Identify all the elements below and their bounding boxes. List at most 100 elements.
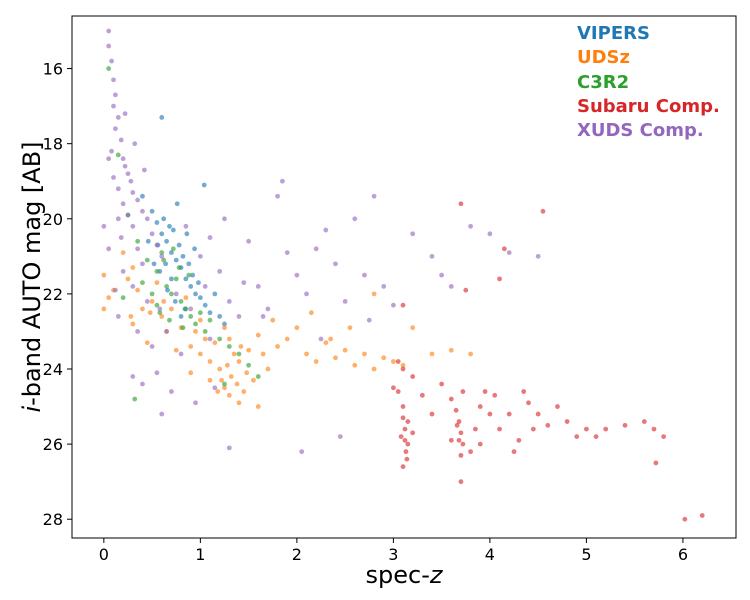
data-point xyxy=(178,351,184,357)
data-point xyxy=(217,268,223,274)
data-point xyxy=(113,287,118,293)
data-point xyxy=(448,347,454,353)
data-point xyxy=(111,175,116,180)
data-point xyxy=(101,272,107,278)
data-point xyxy=(238,344,244,349)
x-tick-label: 6 xyxy=(678,545,688,564)
data-point xyxy=(144,216,150,222)
data-point xyxy=(603,426,609,432)
data-point xyxy=(140,261,145,267)
data-point xyxy=(118,137,124,143)
data-point xyxy=(197,295,203,301)
legend-entry-vipers: VIPERS xyxy=(577,23,650,44)
data-point xyxy=(530,426,536,432)
data-point xyxy=(584,426,589,432)
y-tick-label: 26 xyxy=(43,435,63,454)
data-point xyxy=(231,351,237,357)
data-point xyxy=(178,299,184,304)
data-point xyxy=(174,201,180,207)
data-point xyxy=(130,190,136,195)
data-point xyxy=(246,347,252,353)
data-point xyxy=(161,257,167,263)
data-point xyxy=(622,422,628,428)
data-point xyxy=(400,366,406,372)
data-point xyxy=(212,385,218,391)
data-point xyxy=(144,299,150,304)
data-point xyxy=(251,377,256,383)
data-point xyxy=(241,389,247,394)
data-point xyxy=(497,426,502,432)
data-point xyxy=(222,381,227,387)
data-point xyxy=(154,242,160,248)
data-point xyxy=(255,283,261,289)
data-point xyxy=(188,306,194,312)
y-axis: 16 18 20 22 24 26 28 xyxy=(43,60,72,529)
data-point xyxy=(207,317,213,323)
data-point xyxy=(390,385,396,391)
data-point xyxy=(279,178,285,184)
data-point xyxy=(207,359,213,364)
data-point xyxy=(115,216,121,222)
data-point xyxy=(477,441,483,447)
data-point xyxy=(333,355,338,361)
data-point xyxy=(120,250,126,255)
data-point xyxy=(154,370,160,376)
data-point xyxy=(395,359,401,364)
data-point xyxy=(404,456,410,462)
data-point xyxy=(128,178,134,184)
data-point xyxy=(109,148,114,154)
data-point xyxy=(192,246,197,252)
legend: VIPERS UDSz C3R2 Subaru Comp. XUDS Comp. xyxy=(577,23,720,141)
data-point xyxy=(255,332,261,338)
data-point xyxy=(482,389,488,394)
data-point xyxy=(178,314,184,319)
data-point xyxy=(362,351,367,357)
data-point xyxy=(193,400,198,406)
data-point xyxy=(222,321,227,327)
data-point xyxy=(167,317,172,323)
data-point xyxy=(180,253,186,259)
data-point xyxy=(135,329,141,334)
data-point xyxy=(468,351,473,357)
data-point xyxy=(226,299,232,304)
data-point xyxy=(492,392,498,398)
series-udsz xyxy=(101,250,473,409)
data-point xyxy=(337,434,343,440)
data-point xyxy=(207,310,213,316)
data-point xyxy=(106,246,112,252)
data-point xyxy=(125,276,131,282)
data-point xyxy=(183,223,189,229)
data-point xyxy=(410,374,416,379)
data-point xyxy=(193,291,198,297)
data-point xyxy=(540,208,546,214)
data-point xyxy=(141,167,147,173)
data-point xyxy=(173,257,179,263)
data-point xyxy=(400,464,406,470)
data-point xyxy=(468,223,473,229)
data-point xyxy=(226,336,232,342)
data-point xyxy=(265,306,271,312)
data-point xyxy=(169,291,174,297)
data-point xyxy=(535,411,541,417)
data-point xyxy=(157,310,163,316)
data-point xyxy=(323,340,329,346)
data-point xyxy=(111,103,116,109)
data-point xyxy=(106,28,112,34)
data-point xyxy=(641,419,647,424)
data-point xyxy=(183,295,189,301)
data-point xyxy=(135,238,141,244)
data-point xyxy=(130,283,136,289)
data-point xyxy=(352,362,358,368)
data-point xyxy=(390,302,396,308)
data-point xyxy=(163,261,169,267)
data-point xyxy=(574,434,580,440)
y-tick-label: 28 xyxy=(43,510,63,529)
data-point xyxy=(172,299,178,304)
data-point xyxy=(236,314,242,319)
legend-entry-c3r2: C3R2 xyxy=(577,72,629,93)
data-point xyxy=(460,389,466,394)
data-point xyxy=(403,449,409,455)
data-point xyxy=(304,351,309,357)
data-point xyxy=(157,306,163,312)
data-point xyxy=(140,280,145,286)
